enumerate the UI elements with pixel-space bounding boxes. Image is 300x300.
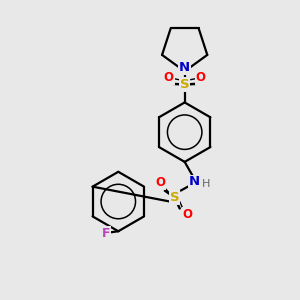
- Text: S: S: [180, 78, 190, 91]
- Text: H: H: [202, 179, 211, 189]
- Text: S: S: [170, 191, 180, 204]
- Text: O: O: [164, 71, 174, 84]
- Text: O: O: [196, 71, 206, 84]
- Text: F: F: [102, 227, 111, 240]
- Text: O: O: [155, 176, 165, 189]
- Text: N: N: [189, 175, 200, 188]
- Text: N: N: [179, 61, 190, 74]
- Text: N: N: [179, 61, 190, 74]
- Text: O: O: [183, 208, 193, 221]
